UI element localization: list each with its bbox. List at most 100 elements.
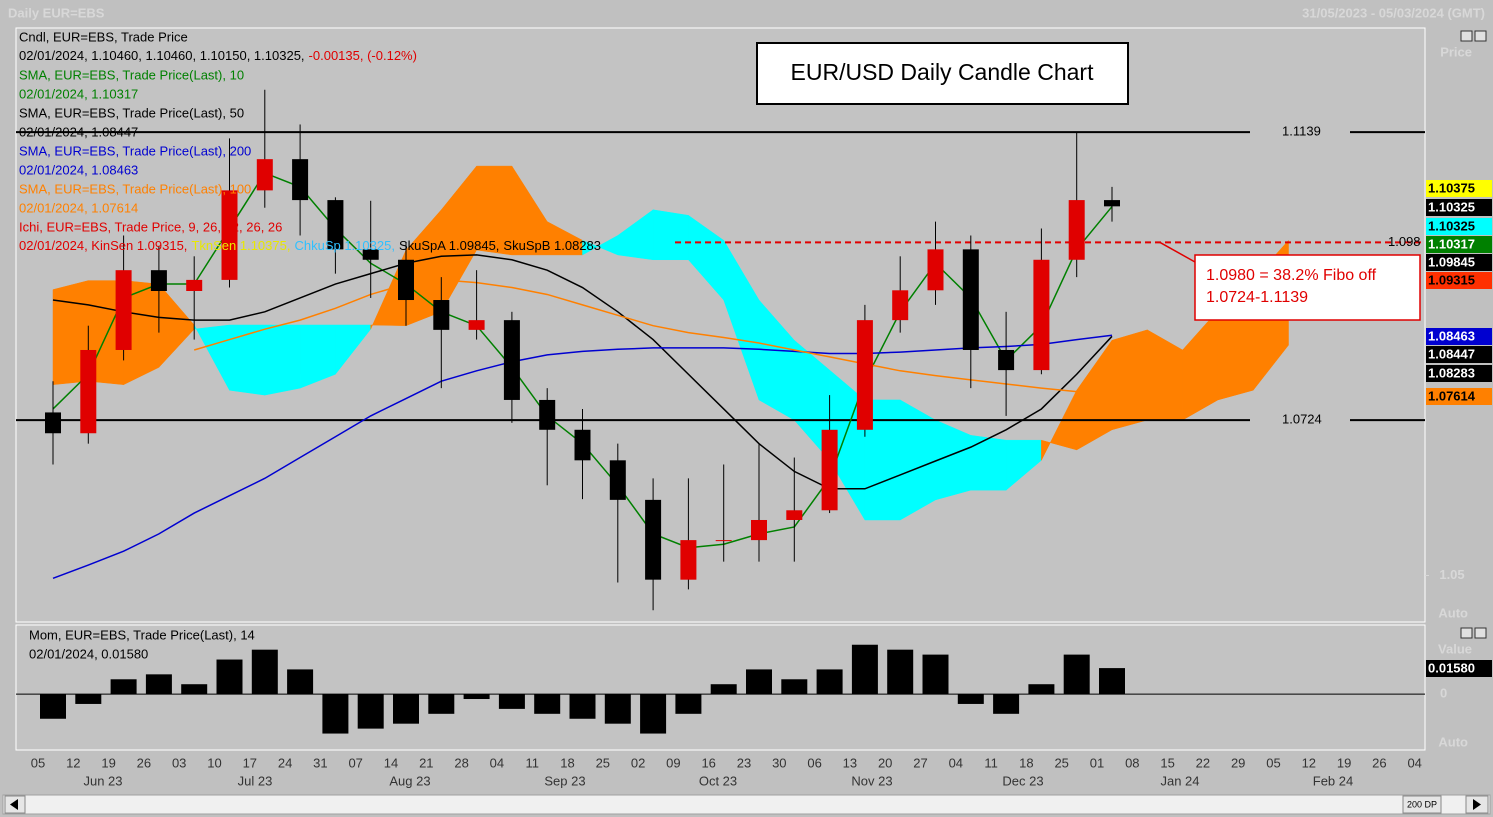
price-label: 1.10325 bbox=[1428, 218, 1475, 233]
restore-button[interactable] bbox=[1460, 627, 1473, 639]
candle-body bbox=[1068, 200, 1085, 260]
restore-button[interactable] bbox=[1460, 30, 1473, 42]
candle-body bbox=[362, 249, 379, 260]
candle-body bbox=[327, 200, 344, 250]
x-tick-label: 06 bbox=[807, 755, 821, 770]
momentum-bar bbox=[993, 694, 1020, 714]
price-auto: Auto bbox=[1438, 605, 1468, 620]
candle-body bbox=[856, 320, 873, 430]
candle-body bbox=[45, 412, 61, 434]
month-label: Jan 24 bbox=[1160, 773, 1199, 788]
month-label: Nov 23 bbox=[851, 773, 892, 788]
cloud-segment bbox=[899, 399, 936, 521]
price-label-bg bbox=[1426, 346, 1492, 363]
legend-text: SMA, EUR=EBS, Trade Price(Last), 100 bbox=[19, 181, 251, 196]
momentum-bar bbox=[75, 694, 102, 704]
x-tick-label: 20 bbox=[878, 755, 892, 770]
x-tick-label: 13 bbox=[843, 755, 857, 770]
level-label-bg bbox=[1250, 412, 1350, 429]
month-label: Jun 23 bbox=[83, 773, 122, 788]
arrow-right bbox=[1473, 799, 1481, 810]
candle-body bbox=[150, 270, 167, 291]
x-tick-label: 21 bbox=[419, 755, 433, 770]
x-tick-label: 18 bbox=[1019, 755, 1033, 770]
ichimoku-cloud bbox=[52, 165, 1289, 521]
zoom-button[interactable] bbox=[1402, 795, 1442, 814]
price-label: 1.07614 bbox=[1428, 388, 1476, 403]
candle-body bbox=[503, 320, 520, 400]
month-label: Sep 23 bbox=[544, 773, 585, 788]
x-tick-label: 24 bbox=[278, 755, 292, 770]
momentum-bar bbox=[534, 694, 561, 714]
legend-text: SMA, EUR=EBS, Trade Price(Last), 10 bbox=[19, 67, 244, 82]
candle-body bbox=[609, 460, 626, 500]
momentum-bar bbox=[428, 694, 455, 714]
candle-body bbox=[574, 429, 591, 461]
momentum-bar bbox=[1028, 684, 1055, 695]
legend-part: 02/01/2024, KinSen 1.09315, bbox=[19, 238, 187, 253]
x-tick-label: 11 bbox=[984, 755, 998, 770]
x-tick-label: 12 bbox=[66, 755, 80, 770]
annotation-box bbox=[1194, 254, 1421, 321]
momentum-bar bbox=[251, 649, 278, 695]
candle-body bbox=[821, 429, 838, 511]
legend-part: SkuSpB 1.08283 bbox=[503, 238, 601, 253]
x-tick-label: 11 bbox=[525, 755, 539, 770]
legend-text: 02/01/2024, 1.10460, 1.10460, 1.10150, 1… bbox=[19, 48, 417, 63]
value-auto: Auto bbox=[1438, 734, 1468, 749]
momentum-bar bbox=[710, 684, 737, 695]
momentum-bar bbox=[216, 659, 243, 695]
legend-text: Ichi, EUR=EBS, Trade Price, 9, 26, 52, 2… bbox=[19, 219, 282, 234]
price-label-bg bbox=[1426, 365, 1492, 382]
scrollbar[interactable] bbox=[2, 794, 1491, 815]
candle-body bbox=[998, 349, 1015, 371]
momentum-name: Mom, EUR=EBS, Trade Price(Last), 14 bbox=[29, 627, 255, 642]
momentum-bar bbox=[957, 694, 984, 704]
annotation-text: 1.0980 = 38.2% Fibo off bbox=[1206, 267, 1377, 284]
candle-body bbox=[539, 399, 556, 430]
x-tick-label: 19 bbox=[101, 755, 115, 770]
momentum-bar bbox=[357, 694, 384, 729]
price-label-bg bbox=[1426, 388, 1492, 405]
x-tick-label: 10 bbox=[207, 755, 221, 770]
title-box bbox=[756, 42, 1129, 105]
cloud-segment bbox=[264, 324, 301, 396]
momentum-bar bbox=[746, 669, 772, 695]
x-tick-label: 25 bbox=[596, 755, 610, 770]
cloud-segment bbox=[1111, 329, 1148, 431]
price-label-bg bbox=[1426, 272, 1492, 289]
momentum-bar bbox=[1063, 654, 1090, 695]
x-tick-label: 16 bbox=[701, 755, 715, 770]
fibo-label: 1.098 bbox=[1388, 234, 1421, 249]
momentum-bar bbox=[322, 694, 349, 734]
momentum-bar bbox=[922, 654, 949, 695]
legend-text: 02/01/2024, 1.07614 bbox=[19, 200, 138, 215]
level-label-bg bbox=[1250, 124, 1350, 141]
x-tick-label: 17 bbox=[243, 755, 257, 770]
month-label: Dec 23 bbox=[1002, 773, 1043, 788]
price-label: 1.10317 bbox=[1428, 236, 1475, 251]
momentum-bar bbox=[887, 649, 914, 695]
legend-part: TknSen 1.10375, bbox=[191, 238, 290, 253]
x-tick-label: 12 bbox=[1302, 755, 1316, 770]
candle-body bbox=[715, 540, 732, 542]
x-tick-label: 29 bbox=[1231, 755, 1245, 770]
candle-body bbox=[751, 519, 767, 541]
month-label: Oct 23 bbox=[699, 773, 737, 788]
close-button[interactable] bbox=[1474, 30, 1487, 42]
close-button[interactable] bbox=[1474, 627, 1487, 639]
value-zero: 0 bbox=[1440, 685, 1447, 700]
price-label-bg bbox=[1426, 328, 1492, 345]
cloud-segment bbox=[970, 435, 1007, 491]
price-label: 1.08463 bbox=[1428, 328, 1475, 343]
candle-body bbox=[680, 540, 697, 580]
legend-part: -0.00135, (-0.12%) bbox=[309, 48, 417, 63]
momentum-bar bbox=[640, 694, 667, 734]
x-tick-label: 01 bbox=[1090, 755, 1104, 770]
arrow-left bbox=[10, 799, 18, 810]
level-label: 1.0724 bbox=[1282, 412, 1322, 427]
candle-body bbox=[256, 159, 273, 191]
x-tick-label: 22 bbox=[1196, 755, 1210, 770]
x-tick-label: 04 bbox=[490, 755, 504, 770]
